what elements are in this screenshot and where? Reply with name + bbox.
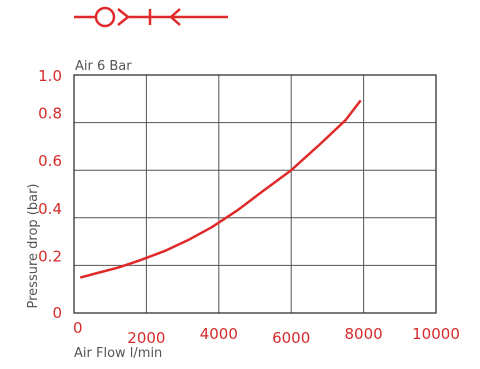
y-tick-label: 0.6 — [38, 152, 62, 170]
series-line — [79, 99, 362, 279]
x-tick-label: 0 — [73, 319, 83, 337]
x-tick-label: 2000 — [127, 329, 165, 347]
x-tick-labels: 0 2000 4000 6000 8000 10000 — [73, 319, 460, 347]
x-axis-label: Air Flow l/min — [74, 346, 162, 361]
x-tick-label: 6000 — [272, 329, 310, 347]
plot-frame — [73, 74, 437, 314]
y-tick-labels: 0 0.2 0.4 0.6 0.8 1.0 — [38, 67, 62, 322]
grid — [74, 75, 436, 313]
x-tick-label: 10000 — [412, 325, 460, 343]
y-tick-label: 0.4 — [38, 200, 62, 218]
series-lines — [79, 99, 362, 279]
x-tick-label: 8000 — [345, 325, 383, 343]
y-tick-label: 1.0 — [38, 67, 62, 85]
y-tick-label: 0 — [52, 304, 62, 322]
chart-title: Air 6 Bar — [75, 59, 132, 74]
x-tick-label: 4000 — [200, 325, 238, 343]
y-tick-label: 0.8 — [38, 105, 62, 123]
plot-border — [73, 74, 437, 314]
y-tick-label: 0.2 — [38, 247, 62, 265]
y-axis-label: Pressure drop (bar) — [26, 184, 41, 309]
flow-symbol-icon — [74, 6, 228, 28]
